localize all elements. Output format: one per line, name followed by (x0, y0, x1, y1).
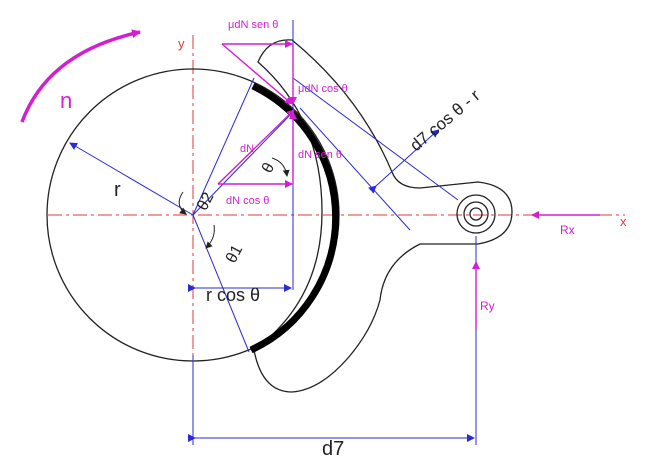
Ry-label: Ry (480, 299, 495, 313)
rotation-arrow (20, 29, 141, 123)
dN-label: dN (240, 143, 254, 155)
pivot-middle (463, 201, 489, 227)
theta1-arc (205, 224, 215, 249)
theta2-label: θ2 (194, 190, 217, 214)
radius-line (69, 142, 194, 216)
y-axis-label: y (178, 36, 185, 51)
mu-dN-cos-label: μdN cos θ (298, 83, 348, 95)
theta-label: θ (259, 160, 278, 176)
d7-label: d7 (322, 438, 344, 460)
r-cos-theta-label: r cos θ (206, 285, 260, 305)
theta-arc (271, 157, 290, 177)
rotation-label: n (60, 88, 72, 113)
dN-cos-label: dN cos θ (226, 195, 269, 207)
pivot-inner (469, 207, 483, 221)
radius-label: r (114, 179, 121, 201)
d7-cos-theta-r-dimension (368, 129, 439, 194)
d7-cos-theta-r-label: d7 cos θ - r (406, 86, 484, 155)
Rx-label: Rx (560, 223, 575, 237)
theta2-ray (192, 77, 255, 216)
mu-dN-sen-label: μdN sen θ (228, 19, 278, 31)
theta1-ray (192, 214, 250, 353)
theta2-arc (178, 191, 187, 215)
x-axis-label: x (620, 214, 627, 229)
pivot-outer (456, 194, 496, 234)
dN-sen-label: dN sen θ (298, 149, 342, 161)
theta1-label: θ1 (223, 242, 246, 266)
friction-resultant-vector (221, 43, 293, 105)
dN-radial-line (192, 111, 294, 216)
dN-vector (217, 109, 295, 185)
dN-line-extension (299, 107, 411, 231)
